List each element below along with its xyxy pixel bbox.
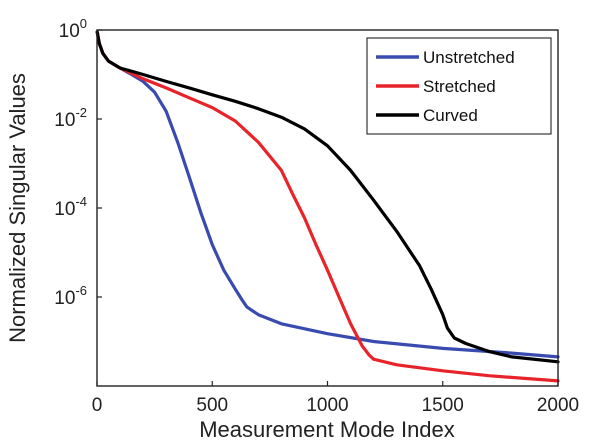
legend: Unstretched Stretched Curved bbox=[366, 37, 552, 135]
x-tick-label: 2000 bbox=[537, 395, 579, 416]
y-axis-label: Normalized Singular Values bbox=[5, 73, 30, 343]
x-tick-label: 0 bbox=[92, 395, 103, 416]
x-tick-label: 1000 bbox=[306, 395, 348, 416]
tick-layer: 0 500 1000 1500 2000 100 10-2 10-4 10-6 bbox=[54, 16, 579, 416]
y-tick-label: 10-2 bbox=[54, 105, 87, 131]
legend-label-unstretched: Unstretched bbox=[423, 48, 515, 67]
x-tick-label: 500 bbox=[196, 395, 228, 416]
legend-label-curved: Curved bbox=[423, 106, 478, 125]
series-line-curved bbox=[95, 30, 560, 364]
series-layer bbox=[95, 30, 560, 383]
y-tick-label: 100 bbox=[59, 16, 87, 42]
y-tick-label: 10-4 bbox=[54, 194, 87, 220]
x-axis-label: Measurement Mode Index bbox=[199, 417, 455, 442]
legend-label-stretched: Stretched bbox=[423, 77, 496, 96]
y-tick-label: 10-6 bbox=[54, 283, 87, 309]
x-tick-label: 1500 bbox=[422, 395, 464, 416]
